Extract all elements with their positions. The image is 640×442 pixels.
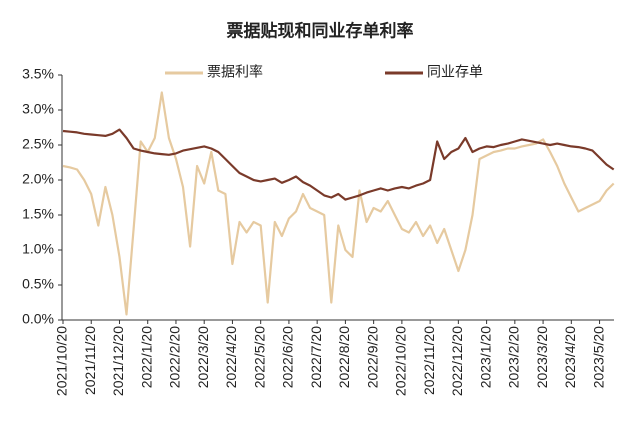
x-tick-label: 2022/4/20 [223, 326, 239, 388]
series-line [62, 128, 615, 201]
x-tick-label: 2022/12/20 [449, 326, 465, 396]
x-tick-label: 2022/11/20 [421, 326, 437, 395]
x-tick-label: 2021/11/20 [82, 326, 98, 395]
y-tick-label: 2.0% [22, 171, 54, 187]
x-tick-label: 2023/2/20 [506, 326, 522, 388]
x-tick-label: 2022/1/20 [138, 326, 154, 388]
y-tick-label: 1.5% [22, 206, 54, 222]
chart-title: 票据贴现和同业存单利率 [227, 20, 414, 40]
legend-label: 同业存单 [427, 64, 483, 80]
x-tick-label: 2023/1/20 [477, 326, 493, 388]
x-tick-label: 2022/2/20 [167, 326, 183, 388]
x-tick-label: 2021/12/20 [110, 326, 126, 396]
x-tick-label: 2022/7/20 [308, 326, 324, 388]
x-tick-label: 2022/3/20 [195, 326, 211, 388]
x-tick-label: 2022/8/20 [336, 326, 352, 388]
legend-label: 票据利率 [207, 64, 263, 80]
x-tick-label: 2022/5/20 [251, 326, 267, 388]
series-line [62, 91, 615, 316]
x-tick-label: 2021/10/20 [54, 326, 70, 396]
y-tick-label: 3.0% [22, 101, 54, 117]
y-tick-label: 3.5% [22, 66, 54, 82]
y-tick-label: 0.5% [22, 276, 54, 292]
x-tick-label: 2023/5/20 [590, 326, 606, 388]
x-tick-label: 2023/4/20 [562, 326, 578, 388]
x-tick-label: 2022/9/20 [364, 326, 380, 388]
y-tick-label: 1.0% [22, 241, 54, 257]
y-tick-label: 0.0% [22, 311, 54, 327]
y-tick-label: 2.5% [22, 136, 54, 152]
x-tick-label: 2022/6/20 [280, 326, 296, 388]
x-tick-label: 2023/3/20 [534, 326, 550, 388]
x-tick-label: 2022/10/20 [393, 326, 409, 396]
